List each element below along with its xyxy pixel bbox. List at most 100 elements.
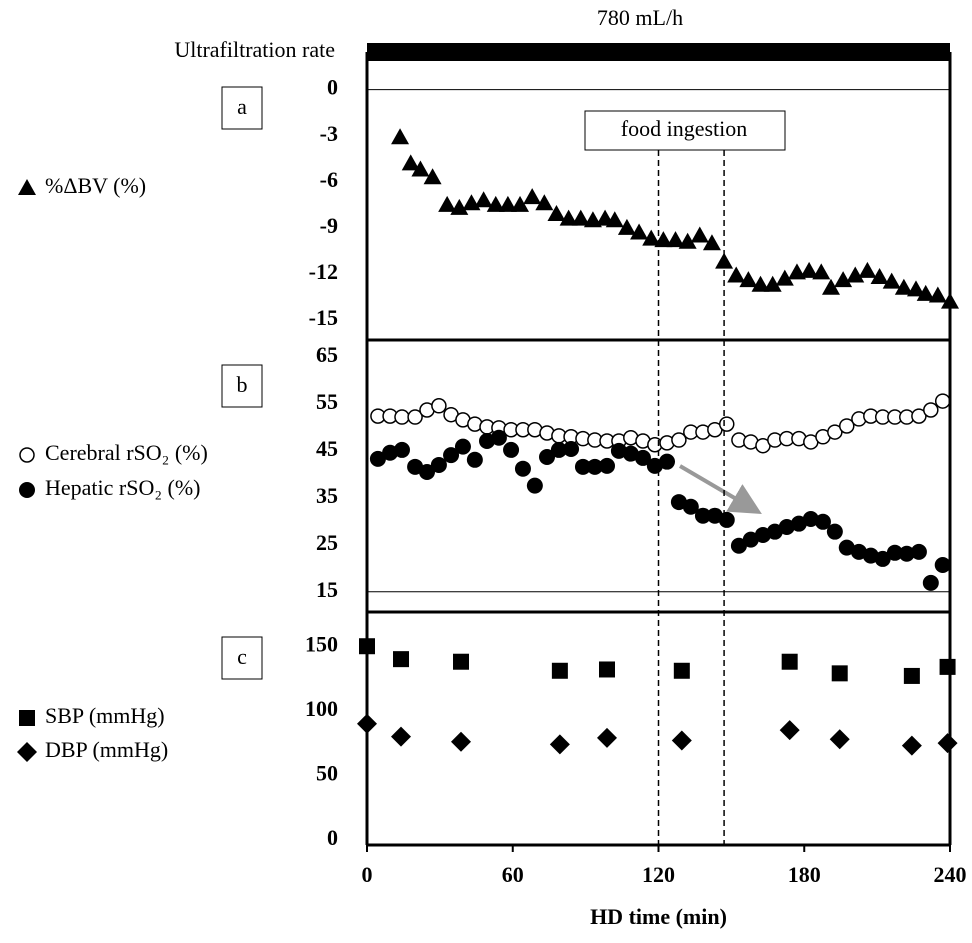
data-point [454, 438, 471, 455]
data-point [634, 449, 651, 466]
data-point [886, 544, 903, 561]
data-point [630, 223, 649, 240]
data-point [751, 275, 770, 292]
data-point [559, 209, 578, 226]
legend-label: Cerebral rSO₂ (%) [45, 440, 208, 465]
data-point [838, 539, 855, 556]
data-point [503, 441, 520, 458]
data-point [511, 195, 530, 212]
data-point [571, 209, 590, 226]
data-point [800, 261, 819, 278]
data-point [599, 661, 616, 678]
data-point [466, 451, 483, 468]
y-tick-label: 25 [316, 530, 338, 555]
data-point [939, 658, 956, 675]
data-point [423, 168, 442, 185]
y-tick-label: 100 [305, 696, 338, 721]
legend-symbol [17, 742, 37, 762]
data-point [898, 545, 915, 562]
data-point [443, 447, 460, 464]
data-point [453, 653, 470, 670]
data-point [739, 271, 758, 288]
y-tick-label: -9 [320, 213, 338, 238]
data-point [539, 448, 556, 465]
x-tick-label: 0 [362, 862, 373, 887]
data-point [438, 195, 457, 212]
data-point [599, 457, 616, 474]
y-tick-label: -6 [320, 167, 338, 192]
data-point [928, 286, 947, 303]
data-point [858, 261, 877, 278]
legend-symbol [19, 710, 35, 726]
data-point [827, 424, 843, 440]
data-point [514, 460, 531, 477]
y-tick-label: 50 [316, 760, 338, 785]
data-point [551, 662, 568, 679]
y-tick-label: 0 [327, 825, 338, 850]
y-tick-label: 15 [316, 577, 338, 602]
data-point [829, 729, 850, 750]
data-point [718, 511, 735, 528]
rate-bar [367, 43, 950, 61]
x-axis-title: HD time (min) [590, 904, 727, 929]
data-point [901, 735, 922, 756]
data-point [407, 409, 423, 425]
data-point [937, 733, 958, 754]
x-tick-label: 60 [502, 862, 524, 887]
data-point [846, 266, 865, 283]
food-ingestion-label: food ingestion [621, 116, 748, 141]
data-point [605, 211, 624, 228]
data-point [826, 523, 843, 540]
data-point [682, 498, 699, 515]
data-point [622, 445, 639, 462]
data-point [391, 128, 410, 145]
data-point [812, 263, 831, 280]
data-point [673, 662, 690, 679]
data-point [814, 513, 831, 530]
data-point [419, 464, 436, 481]
y-tick-label: -15 [309, 305, 338, 330]
data-point [702, 234, 721, 251]
data-point [802, 510, 819, 527]
data-point [906, 280, 925, 297]
legend-symbol [19, 447, 35, 463]
data-point [401, 154, 420, 171]
legend-label: SBP (mmHg) [45, 703, 165, 728]
x-tick-label: 180 [788, 862, 821, 887]
data-point [550, 441, 567, 458]
data-point [742, 531, 759, 548]
y-tick-label: 0 [327, 75, 338, 100]
data-point [778, 518, 795, 535]
data-point [903, 667, 920, 684]
data-point [642, 229, 661, 246]
data-point [787, 263, 806, 280]
legend-label: %ΔBV (%) [45, 173, 146, 198]
y-tick-label: 45 [316, 436, 338, 461]
legend-symbol [19, 482, 35, 498]
data-point [586, 458, 603, 475]
data-point [727, 266, 746, 283]
panel-label-box [221, 636, 263, 680]
data-point [763, 275, 782, 292]
data-point [666, 231, 685, 248]
rate-value: 780 mL/h [597, 5, 683, 30]
data-point [671, 432, 687, 448]
x-tick-label: 120 [642, 862, 675, 887]
data-point [498, 195, 517, 212]
data-point [394, 409, 410, 425]
data-point [369, 450, 386, 467]
data-point [490, 429, 507, 446]
legend-symbol [18, 179, 36, 195]
data-point [393, 441, 410, 458]
data-point [547, 205, 566, 222]
data-point [583, 211, 602, 228]
data-point [486, 195, 505, 212]
data-point [831, 665, 848, 682]
y-tick-label: 35 [316, 483, 338, 508]
data-point [719, 416, 735, 432]
data-point [882, 272, 901, 289]
data-point [911, 408, 927, 424]
y-tick-label: -3 [320, 121, 338, 146]
data-point [834, 271, 853, 288]
